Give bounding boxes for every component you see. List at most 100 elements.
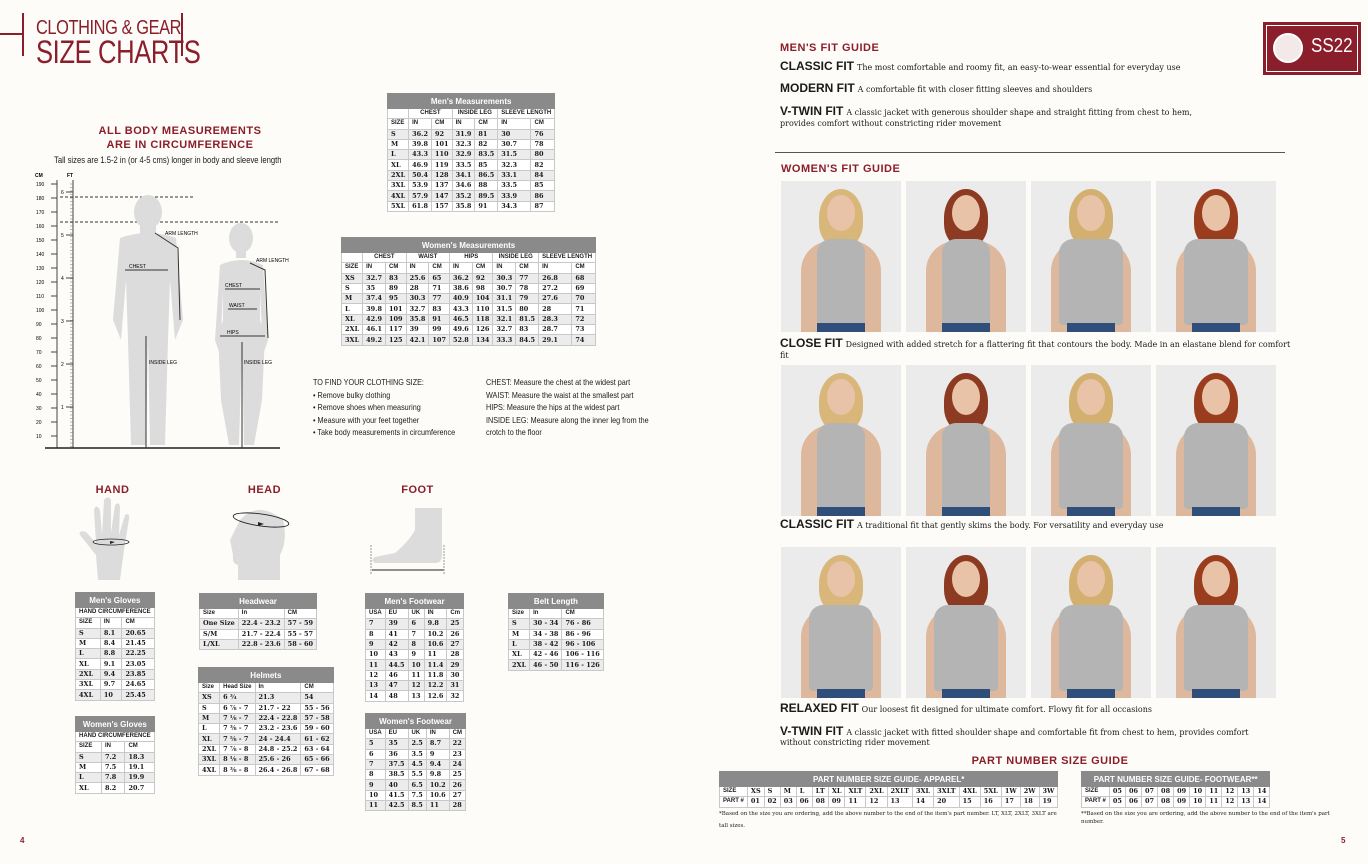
column-header: In (254, 681, 302, 694)
table-row: PART #05 06 07 08 09 10 11 12 13 14 (1081, 796, 1271, 808)
section-divider (775, 152, 1285, 153)
table-row: M 37.4 95 30.3 77 40.9 104 31.1 79 27.6 70 (340, 293, 597, 305)
header-bar-right (181, 13, 183, 56)
table-cell: 7 (365, 618, 386, 630)
table-cell: 13 (407, 690, 425, 702)
table-cell: 30.7 (497, 138, 532, 151)
column-header: CM (561, 607, 604, 620)
table-cell: 39.8 (408, 138, 432, 151)
group-header: INSIDE LEG (492, 251, 540, 264)
table-cell: 30.7 (492, 282, 517, 295)
table-cell: 08 (1157, 785, 1175, 798)
table-cell: 35 (362, 282, 386, 295)
column-header: USA (365, 607, 386, 620)
table-cell: 2W (1019, 785, 1040, 798)
table-cell: 22.4 - 23.2 (237, 618, 285, 630)
table-cell: 36.2 (408, 128, 432, 140)
table-cell: 84 (530, 169, 556, 182)
table-row: 3XL 8 ⅛ - 8 25.6 - 26 65 - 66 (197, 754, 334, 766)
table-row: PART #01 02 03 06 08 09 11 12 13 14 20 15 16 17 18 19 (719, 796, 1059, 808)
header-bar-left (22, 13, 24, 56)
brand-logo-icon (1273, 33, 1303, 63)
table-cell: 16 (979, 796, 1002, 808)
table-cell: L (507, 638, 531, 651)
table-cell: 78 (530, 138, 556, 151)
table-cell: 99 (428, 324, 450, 336)
table-cell: 20.7 (124, 782, 155, 794)
table-title: Men's Measurements (386, 93, 556, 109)
table-cell: 63 - 64 (300, 743, 334, 756)
table-cell: 7 (407, 628, 425, 640)
table-cell: 8.5 (407, 800, 427, 812)
group-header (340, 251, 364, 264)
table-cell: 02 (763, 796, 781, 808)
table-row: L 38 - 42 96 - 106 (507, 638, 604, 651)
table-cell: 10 (407, 659, 425, 671)
table-cell: One Size (199, 618, 239, 630)
table-cell: S (340, 282, 364, 295)
table-cell: 5XL (386, 200, 410, 212)
table-cell: XS (340, 272, 364, 284)
table-cell: 20.65 (121, 627, 155, 639)
table-row: XS 6 ¾ 21.3 54 (197, 692, 334, 704)
table-cell: 42.5 (384, 800, 409, 812)
table-cell: 46.1 (362, 324, 386, 336)
column-header: IN (362, 262, 386, 274)
table-cell: 126 (471, 324, 494, 336)
column-header-row: SIZE IN CM IN CM IN CM IN CM IN CM (340, 262, 597, 274)
table-cell: 29 (446, 659, 465, 671)
table-cell: 7 ⅛ - 7 (219, 712, 256, 725)
table-cell: 71 (571, 303, 597, 315)
table-cell: XL (197, 733, 221, 745)
table-cell: 6 (407, 618, 425, 630)
table-cell: 9 (365, 779, 386, 791)
table-cell: 12.6 (423, 690, 448, 702)
table-cell: 15 (958, 796, 981, 808)
table-row: 8 41 7 10.2 26 (365, 628, 465, 640)
instruction-bullet: • Take body measurements in circumferenc… (313, 427, 456, 437)
cm-tick-label: 50 (36, 378, 42, 384)
column-header: EU (384, 727, 409, 740)
table-cell: 4XL (958, 785, 981, 798)
table-cell: 2XL (197, 743, 221, 756)
table-cell: 08 (1157, 796, 1175, 808)
table-cell: 25.6 (405, 272, 430, 284)
table-row: 7 37.5 4.5 9.4 24 (365, 758, 467, 771)
size-instructions: TO FIND YOUR CLOTHING SIZE: • Remove bul… (313, 376, 483, 439)
table-cell: 55 - 56 (300, 702, 334, 714)
table-cell: 96 - 106 (561, 638, 604, 651)
table-cell: 21.3 (254, 692, 302, 704)
cm-tick-label: 160 (36, 224, 45, 230)
instruction-bullet: • Remove bulky clothing (313, 389, 391, 400)
table-cell: 08 (811, 796, 829, 808)
table-cell: 24 (448, 758, 467, 771)
column-header: In (529, 607, 563, 620)
table-row: 7 39 6 9.8 25 (365, 618, 465, 630)
table-title-row: Men's Gloves (75, 592, 155, 608)
group-header: SLEEVE LENGTH (538, 251, 597, 264)
table-cell: 23.2 - 23.6 (254, 723, 302, 735)
cm-tick-label: 140 (36, 252, 45, 258)
table-cell: 09 (1173, 785, 1191, 798)
table-cell: 12.2 (423, 680, 448, 692)
table-cell: 83 (428, 303, 450, 315)
table-cell: 13 (365, 680, 386, 692)
cm-tick-label: 80 (36, 336, 42, 342)
cm-tick-label: 130 (36, 266, 45, 272)
ft-tick-label: 6 (61, 190, 64, 196)
table-cell: S/M (199, 628, 239, 640)
group-header: INSIDE LEG (451, 107, 499, 120)
table-cell: M (386, 138, 410, 151)
table-cell: PART # (1081, 796, 1110, 808)
table-row: XL 8.2 20.7 (74, 782, 155, 794)
table-cell: M (75, 637, 101, 650)
table-cell: 30 - 34 (529, 618, 563, 630)
table-title: Headwear (199, 593, 317, 609)
table-row: M 39.8 101 32.3 82 30.7 78 (386, 138, 556, 151)
table-cell: 8.2 (101, 782, 126, 794)
table-cell: 25 (446, 618, 465, 630)
table-cell: 21.45 (121, 637, 155, 650)
size-table: Men's Gloves HAND CIRCUMFERENCE SIZE IN CM S 8… (75, 592, 155, 701)
table-cell: 36.2 (448, 272, 473, 284)
table-row: S 8.1 20.65 (75, 627, 155, 639)
